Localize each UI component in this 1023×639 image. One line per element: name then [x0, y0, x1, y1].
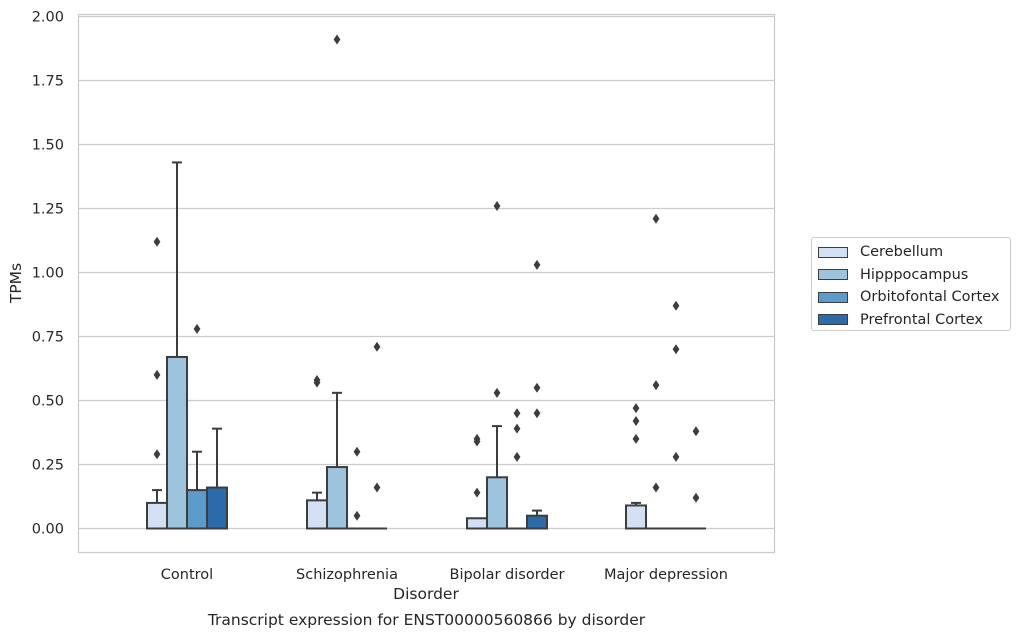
- y-tick-label: 1.50: [32, 138, 64, 154]
- box-hipppocampus: [166, 161, 188, 530]
- outlier-point: [153, 369, 161, 380]
- x-tick-labels: Control Schizophrenia Bipolar disorder Majo…: [161, 567, 728, 583]
- outlier-point: [632, 433, 640, 444]
- x-tick-label: Bipolar disorder: [450, 567, 565, 583]
- box-body: [326, 466, 348, 530]
- box-body: [186, 489, 208, 530]
- y-axis-label: TPMs: [7, 263, 25, 304]
- outlier-point: [513, 423, 521, 434]
- outlier-point: [513, 451, 521, 462]
- outlier-point: [193, 323, 201, 334]
- box-body: [486, 476, 508, 530]
- y-tick-label: 0.50: [32, 394, 64, 410]
- chart-caption: Transcript expression for ENST0000056086…: [207, 611, 646, 629]
- outlier-point: [533, 408, 541, 419]
- outlier-point: [652, 380, 660, 391]
- box-prefrontal-cortex: [526, 509, 548, 530]
- box-hipppocampus: [326, 391, 348, 530]
- x-tick-label: Major depression: [604, 567, 728, 583]
- x-tick-label: Control: [161, 567, 213, 583]
- outlier-point: [672, 344, 680, 355]
- legend-swatch: [818, 291, 848, 303]
- box-body: [466, 517, 488, 530]
- y-tick-label: 2.00: [32, 10, 64, 26]
- box-cerebellum: [146, 489, 168, 530]
- outlier-point: [153, 236, 161, 247]
- boxes: [146, 161, 706, 530]
- legend-label: Orbitofontal Cortex: [860, 289, 1000, 306]
- box-cerebellum: [625, 501, 647, 530]
- outlier-point: [473, 433, 481, 444]
- legend-label: Prefrontal Cortex: [860, 311, 983, 328]
- outlier-point: [373, 341, 381, 352]
- outlier-point: [652, 482, 660, 493]
- outlier-point: [473, 487, 481, 498]
- outlier-point: [533, 259, 541, 270]
- legend-label: Cerebellum: [860, 244, 944, 261]
- outlier-point: [692, 426, 700, 437]
- outliers: [153, 34, 700, 521]
- plot-area-frame: [77, 13, 776, 554]
- legend-swatch: [818, 246, 848, 258]
- box-body: [146, 501, 168, 530]
- legend: Cerebellum Hipppocampus Orbitofontal Corte…: [811, 237, 1011, 331]
- box-prefrontal-cortex: [206, 427, 228, 530]
- legend-label: Hipppocampus: [860, 266, 969, 283]
- box-hipppocampus: [486, 425, 508, 530]
- box-body: [306, 499, 328, 530]
- outlier-point: [493, 387, 501, 398]
- legend-item: Prefrontal Cortex: [818, 309, 1004, 332]
- y-tick-label: 0.25: [32, 458, 64, 474]
- outlier-point: [353, 510, 361, 521]
- outlier-point: [313, 375, 321, 386]
- legend-item: Cerebellum: [818, 241, 1004, 264]
- y-tick-label: 0.00: [32, 522, 64, 538]
- outlier-point: [493, 200, 501, 211]
- legend-swatch: [818, 314, 848, 326]
- outlier-point: [672, 300, 680, 311]
- legend-item: Orbitofontal Cortex: [818, 286, 1004, 309]
- box-body: [526, 514, 548, 530]
- outlier-point: [632, 403, 640, 414]
- gridlines: [78, 15, 775, 530]
- box-cerebellum: [306, 491, 328, 530]
- x-axis-label: Disorder: [393, 585, 459, 603]
- box-cerebellum: [466, 517, 488, 530]
- y-tick-label: 1.25: [32, 202, 64, 218]
- outlier-point: [333, 34, 341, 45]
- legend-item: Hipppocampus: [818, 264, 1004, 287]
- legend-swatch: [818, 269, 848, 281]
- y-tick-labels: 0.00 0.25 0.50 0.75 1.00 1.25 1.50 1.75 2.00: [32, 10, 64, 538]
- box-body: [166, 355, 188, 530]
- y-tick-label: 1.00: [32, 266, 64, 282]
- outlier-point: [692, 492, 700, 503]
- outlier-point: [153, 449, 161, 460]
- y-tick-label: 1.75: [32, 74, 64, 90]
- box-body: [206, 486, 228, 530]
- outlier-point: [353, 446, 361, 457]
- outlier-point: [533, 382, 541, 393]
- outlier-point: [672, 451, 680, 462]
- outlier-point: [652, 213, 660, 224]
- outlier-point: [373, 482, 381, 493]
- box-orbitofontal-cortex: [186, 450, 208, 530]
- y-tick-label: 0.75: [32, 330, 64, 346]
- box-body: [625, 504, 647, 530]
- outlier-point: [632, 415, 640, 426]
- outlier-point: [513, 408, 521, 419]
- x-tick-label: Schizophrenia: [296, 567, 398, 583]
